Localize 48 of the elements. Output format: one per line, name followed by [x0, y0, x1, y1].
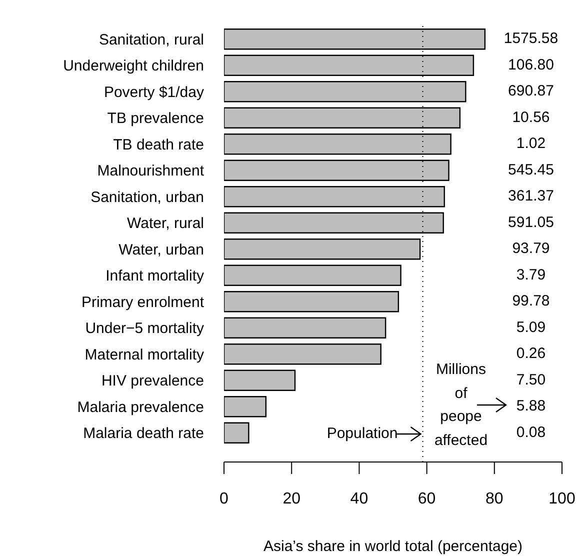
annotation: 0.26 [516, 345, 546, 362]
y-tick-label: Primary enrolment [81, 294, 205, 311]
annotation: 106.80 [508, 56, 554, 74]
x-tick-label: 60 [418, 490, 436, 508]
y-tick-label: Poverty $1/day [104, 84, 204, 101]
bar [224, 396, 267, 418]
annotation: 7.50 [516, 371, 546, 388]
annotation: 5.09 [516, 318, 546, 336]
bar [224, 317, 386, 338]
y-tick-label: Maternal mortality [84, 346, 204, 364]
y-tick-label: Water, urban [118, 241, 204, 258]
x-tick-label: 0 [220, 490, 229, 508]
annotation: 545.45 [508, 161, 554, 178]
x-tick-label: 100 [548, 490, 576, 508]
y-tick-label: Sanitation, urban [90, 188, 204, 206]
x-tick-label: 80 [486, 490, 504, 508]
y-tick-label: Sanitation, rural [98, 31, 204, 48]
y-tick-label: TB death rate [113, 136, 204, 154]
y-tick-label: Malaria death rate [83, 425, 204, 442]
y-tick-label: Under−5 mortality [85, 320, 204, 338]
annotation: 690.87 [508, 82, 554, 100]
annotation: 99.78 [512, 292, 550, 310]
annotation: 10.56 [512, 108, 550, 126]
bar [224, 264, 402, 286]
y-tick-label: Infant mortality [106, 268, 204, 285]
annotation: 1575.58 [504, 30, 558, 48]
x-tick-label: 20 [282, 490, 301, 508]
bar [224, 344, 382, 365]
bar [224, 422, 250, 444]
annotation: 591.05 [508, 214, 554, 231]
annotation: 1.02 [516, 135, 546, 152]
annotation: 93.79 [512, 240, 550, 258]
annotation: 5.88 [516, 398, 546, 415]
annotation: 361.37 [508, 188, 554, 205]
y-tick-label: Malnourishment [97, 162, 205, 180]
ref-line-label: Population [326, 424, 398, 442]
y-tick-label: TB prevalence [107, 110, 204, 128]
bar [224, 291, 400, 312]
y-tick-label: Malaria prevalence [77, 398, 204, 416]
x-tick-label: 40 [350, 490, 368, 508]
x-axis-title: Asia’s share in world total (percentage) [262, 538, 524, 555]
annotation: 0.08 [516, 424, 546, 441]
annotation: Millions of peope affected [433, 360, 489, 450]
y-tick-label: HIV prevalence [101, 372, 204, 390]
annotation: 3.79 [516, 266, 546, 284]
y-tick-label: Water, rural [127, 215, 204, 232]
y-tick-label: Underweight children [63, 58, 204, 75]
bar [224, 370, 296, 391]
